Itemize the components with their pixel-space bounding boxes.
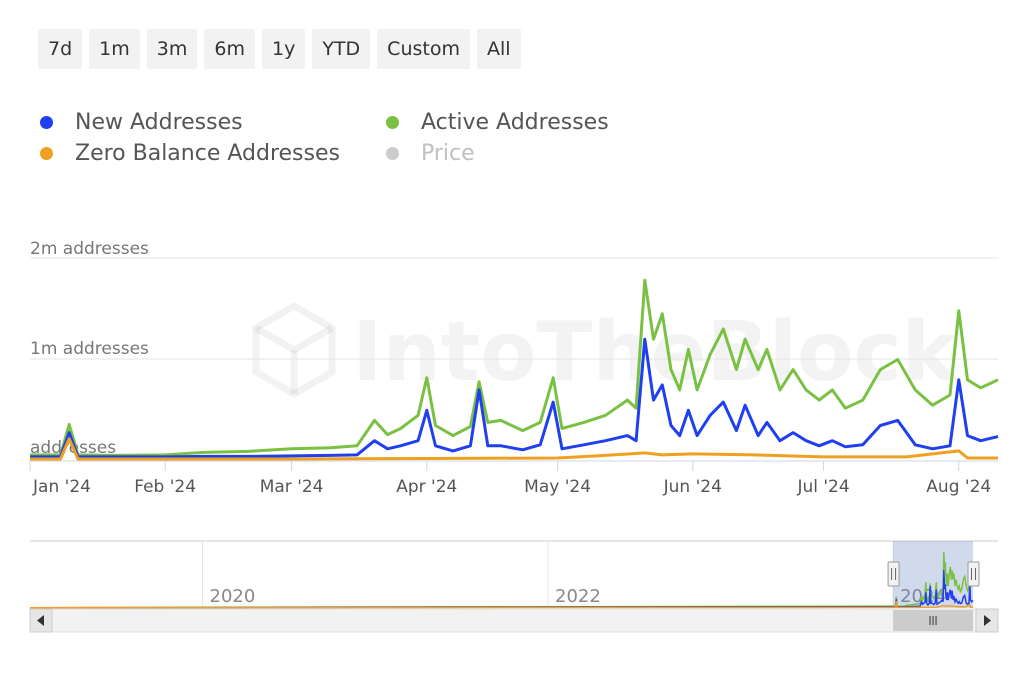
series-line-active-addresses[interactable] (30, 278, 999, 457)
watermark-text: IntoTheBlock (352, 305, 959, 400)
navigator-handle-left[interactable] (887, 561, 900, 587)
series-line-zero-balance-addresses[interactable] (30, 437, 998, 461)
legend-item-new-addresses[interactable]: New Addresses (40, 110, 386, 135)
legend-dot-icon (40, 116, 53, 129)
series-line-new-addresses[interactable] (30, 337, 999, 459)
scrollbar-grip-icon (929, 616, 937, 625)
legend-dot-icon (386, 116, 399, 129)
legend-item-zero-balance-addresses[interactable]: Zero Balance Addresses (40, 141, 386, 166)
navigator-line-zero-balance-addresses (29, 601, 973, 609)
navigator-handle-right[interactable] (967, 561, 980, 587)
legend-dot-icon (40, 147, 53, 160)
x-tick-label: Feb '24 (134, 477, 196, 497)
range-selector: 7d 1m 3m 6m 1y YTD Custom All (38, 29, 521, 69)
arrow-right-icon (984, 615, 991, 626)
navigator-line-new-addresses (29, 570, 974, 609)
legend-label: Active Addresses (421, 110, 609, 135)
scrollbar[interactable] (29, 608, 999, 633)
legend-label: New Addresses (75, 110, 243, 135)
legend-item-price[interactable]: Price (386, 141, 636, 166)
range-button-ytd[interactable]: YTD (312, 29, 371, 69)
navigator-year-label: 2024 (900, 586, 946, 607)
handle-body[interactable] (887, 561, 900, 587)
x-axis: Jan '24 Feb '24 Mar '24 Apr '24 May '24 … (29, 461, 991, 497)
plot-area[interactable] (30, 278, 999, 461)
x-tick-label: May '24 (524, 477, 591, 497)
range-button-7d[interactable]: 7d (38, 29, 83, 69)
x-tick-label: Jun '24 (663, 477, 722, 497)
range-button-6m[interactable]: 6m (204, 29, 255, 69)
navigator: 2020 2022 2024 (29, 540, 998, 609)
x-tick-label: Aug '24 (926, 477, 991, 497)
legend-label: Price (421, 141, 475, 166)
range-button-1m[interactable]: 1m (89, 29, 140, 69)
arrow-left-icon (37, 615, 44, 626)
y-tick-label: 2m addresses (30, 239, 149, 259)
navigator-line-active-addresses (29, 551, 974, 609)
range-button-custom[interactable]: Custom (377, 29, 470, 69)
legend-dot-icon (386, 147, 399, 160)
x-tick-label: Jan '24 (32, 477, 91, 497)
legend-item-active-addresses[interactable]: Active Addresses (386, 110, 636, 135)
chart-legend: New Addresses Active Addresses Zero Bala… (40, 110, 636, 166)
range-button-1y[interactable]: 1y (261, 29, 306, 69)
x-tick-label: Mar '24 (260, 477, 324, 497)
watermark-logo-icon (252, 301, 336, 399)
navigator-year-label: 2022 (555, 586, 601, 607)
range-button-all[interactable]: All (476, 29, 521, 69)
x-tick-label: Jul '24 (796, 477, 849, 497)
legend-label: Zero Balance Addresses (75, 141, 340, 166)
y-tick-label: 1m addresses (30, 339, 149, 359)
x-tick-label: Apr '24 (396, 477, 457, 497)
scrollbar-track[interactable] (29, 608, 999, 633)
handle-body[interactable] (967, 561, 980, 587)
navigator-year-label: 2020 (210, 586, 256, 607)
watermark: IntoTheBlock (252, 301, 959, 400)
range-button-3m[interactable]: 3m (146, 29, 198, 69)
